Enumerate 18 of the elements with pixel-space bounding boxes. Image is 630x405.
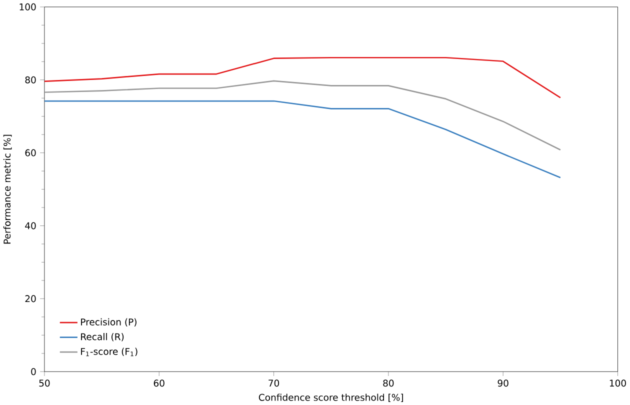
y-axis-title: Performance metric [%] (3, 134, 12, 244)
x-tick-label: 80 (383, 379, 394, 386)
y-tick-label: 80 (25, 76, 36, 84)
x-axis-title: Confidence score threshold [%] (258, 394, 404, 402)
y-tick-label: 40 (25, 222, 36, 230)
x-tick-label: 50 (39, 379, 50, 386)
legend-label: F$_{1}$-score (F$_{1}$) (81, 348, 138, 356)
x-tick-label: 60 (154, 379, 164, 386)
line-series (44, 80, 562, 150)
y-tick-label: 100 (20, 3, 36, 10)
x-tick-label: 90 (498, 379, 508, 386)
y-tick-label: 20 (25, 294, 36, 302)
x-tick-label: 70 (268, 379, 280, 386)
y-tick-label: 60 (25, 149, 36, 156)
y-tick-label: 0 (31, 368, 36, 375)
x-tick-label: 100 (610, 379, 626, 386)
legend-label: Precision (P) (81, 318, 136, 326)
legend-label: Recall (R) (81, 332, 124, 342)
